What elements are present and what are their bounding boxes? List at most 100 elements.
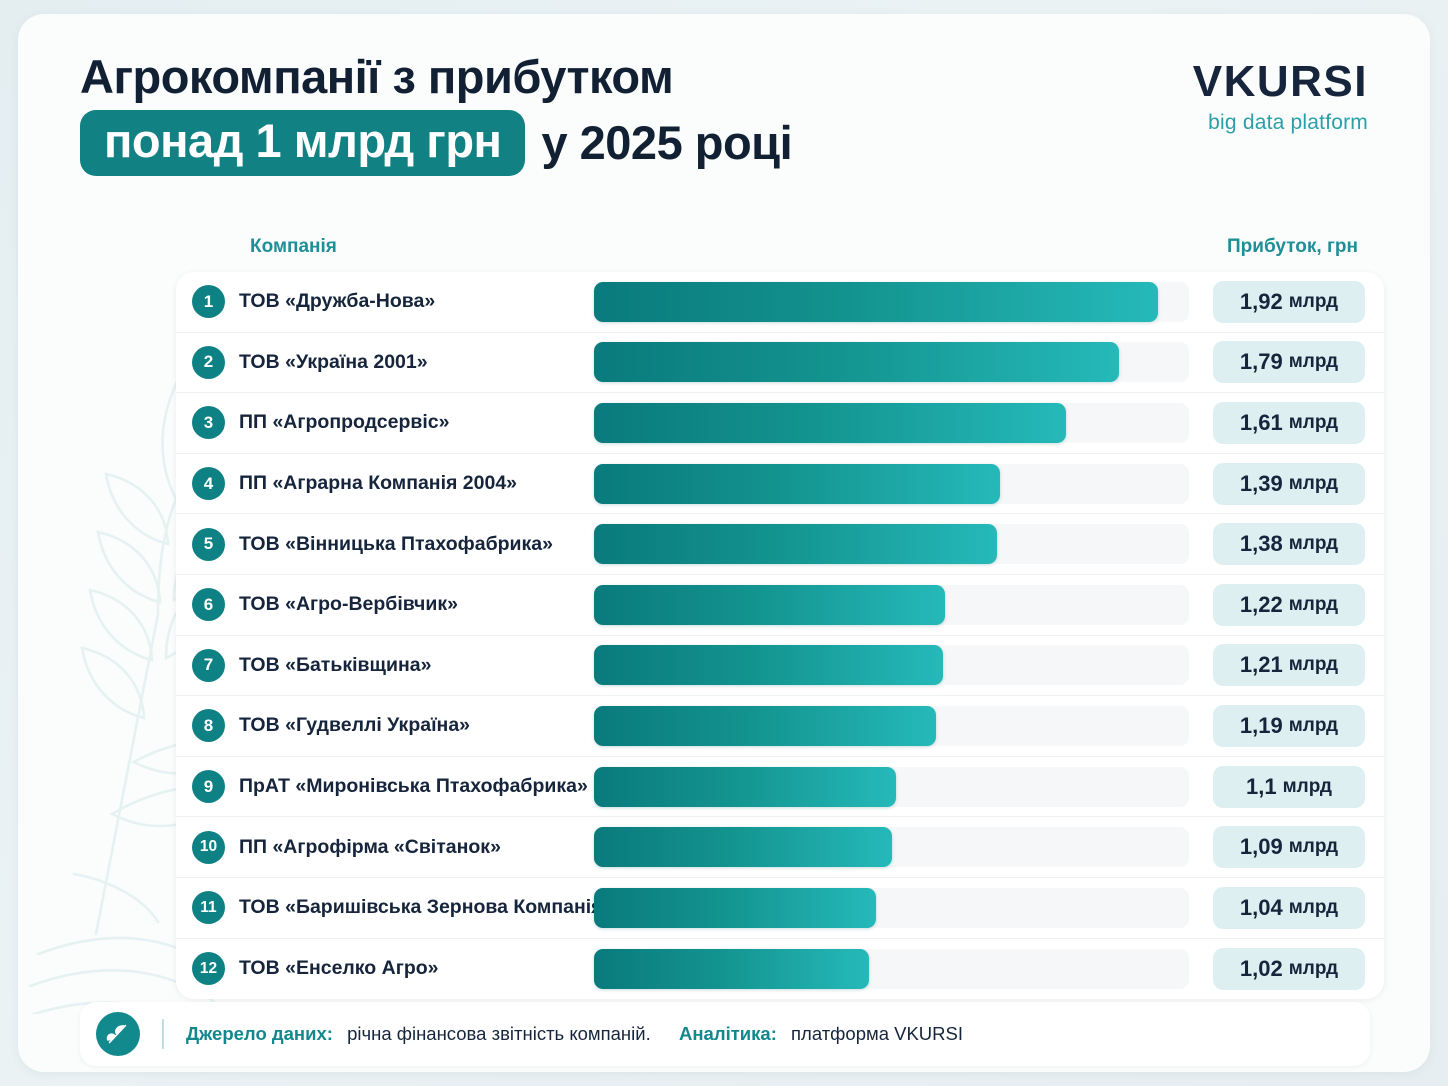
profit-unit: млрд <box>1288 472 1339 494</box>
bar-track <box>594 827 1189 868</box>
profit-value: 1,38 млрд <box>1213 523 1365 566</box>
rank-badge: 3 <box>192 406 225 440</box>
profit-value: 1,92 млрд <box>1213 280 1365 323</box>
leaf-icon <box>96 1012 140 1056</box>
company-name: ПП «Агрофірма «Світанок» <box>239 835 501 858</box>
company-name: ТОВ «Енселко Агро» <box>239 957 439 980</box>
profit-bar <box>594 705 936 746</box>
bar-track <box>594 524 1189 565</box>
table-row[interactable]: 5 ТОВ «Вінницька Птахофабрика» 1,38 млрд <box>176 514 1384 575</box>
table-row[interactable]: 11 ТОВ «Баришівська Зернова Компанія» 1,04… <box>176 878 1384 939</box>
header: Агрокомпанії з прибутком понад 1 млрд гр… <box>80 52 1380 202</box>
bar-track <box>594 281 1189 322</box>
profit-bar <box>594 463 1001 504</box>
company-name: ПрАТ «Миронівська Птахофабрика» <box>239 775 588 798</box>
footer-divider <box>162 1019 164 1049</box>
bar-track <box>594 887 1189 928</box>
rank-badge: 8 <box>192 709 225 743</box>
profit-bar <box>594 584 946 625</box>
profit-number: 1,92 <box>1239 288 1283 314</box>
profit-number: 1,61 <box>1239 409 1283 435</box>
table-row[interactable]: 1 ТОВ «Дружба-Нова» 1,92 млрд <box>176 272 1384 333</box>
profit-bar <box>594 281 1159 322</box>
company-name: ТОВ «Гудвеллі Україна» <box>239 714 471 737</box>
bar-track <box>594 584 1189 625</box>
profit-number: 1,02 <box>1239 955 1283 981</box>
company-name: ТОВ «Вінницька Птахофабрика» <box>239 532 553 555</box>
profit-value: 1,04 млрд <box>1213 886 1365 929</box>
footer-analytics-label: Аналітика: <box>679 1023 777 1044</box>
rank-badge: 2 <box>192 345 225 379</box>
profit-number: 1,1 <box>1246 773 1277 799</box>
table-row[interactable]: 12 ТОВ «Енселко Агро» 1,02 млрд <box>176 939 1384 1000</box>
page-title-tail: у 2025 році <box>541 116 793 170</box>
footer-source-label: Джерело даних: <box>186 1023 333 1044</box>
rank-badge: 4 <box>192 467 225 501</box>
profit-unit: млрд <box>1288 533 1339 555</box>
profit-bar <box>594 342 1119 383</box>
footer-analytics-value: платформа VKURSI <box>791 1023 964 1044</box>
title-highlight-pill: понад 1 млрд грн <box>80 110 526 176</box>
company-name: ТОВ «Батьківщина» <box>239 653 432 676</box>
footer-text: Джерело даних: річна фінансова звітність… <box>186 1023 963 1045</box>
table-row[interactable]: 7 ТОВ «Батьківщина» 1,21 млрд <box>176 636 1384 697</box>
table-row[interactable]: 9 ПрАТ «Миронівська Птахофабрика» 1,1 млрд <box>176 757 1384 818</box>
company-name: ТОВ «Дружба-Нова» <box>239 290 436 313</box>
profit-value: 1,09 млрд <box>1213 826 1365 869</box>
logo-wordmark: VKURSI <box>1192 57 1368 106</box>
profit-value: 1,1 млрд <box>1213 765 1365 808</box>
profit-bar <box>594 948 869 989</box>
profit-number: 1,21 <box>1239 652 1283 678</box>
table-row[interactable]: 6 ТОВ «Агро-Вербівчик» 1,22 млрд <box>176 575 1384 636</box>
profit-unit: млрд <box>1288 290 1339 312</box>
column-headers: Компанія Прибуток, грн <box>18 236 1430 266</box>
footer-source-value: річна фінансова звітність компаній. <box>347 1023 651 1044</box>
company-name: ПП «Агропродсервіс» <box>239 411 450 434</box>
profit-bar <box>594 524 998 565</box>
profit-value: 1,02 млрд <box>1213 947 1365 990</box>
profit-unit: млрд <box>1288 593 1339 615</box>
profit-value: 1,19 млрд <box>1213 704 1365 747</box>
rank-badge: 5 <box>192 527 225 561</box>
profit-bar <box>594 766 897 807</box>
profit-unit: млрд <box>1288 411 1339 433</box>
table-row[interactable]: 8 ТОВ «Гудвеллі Україна» 1,19 млрд <box>176 696 1384 757</box>
company-name: ТОВ «Баришівська Зернова Компанія» <box>239 896 594 919</box>
profit-bar <box>594 402 1066 443</box>
rank-badge: 12 <box>192 952 225 986</box>
bar-track <box>594 463 1189 504</box>
rank-badge: 10 <box>192 830 225 864</box>
rank-badge: 1 <box>192 285 225 319</box>
rank-badge: 7 <box>192 648 225 682</box>
profit-bar <box>594 827 893 868</box>
main-card: Агрокомпанії з прибутком понад 1 млрд гр… <box>18 14 1430 1072</box>
profit-value: 1,39 млрд <box>1213 462 1365 505</box>
footer: Джерело даних: річна фінансова звітність… <box>80 1002 1370 1066</box>
rank-badge: 6 <box>192 588 225 622</box>
profit-number: 1,79 <box>1239 349 1283 375</box>
rank-badge: 9 <box>192 770 225 804</box>
profit-unit: млрд <box>1288 654 1339 676</box>
ranking-table: 1 ТОВ «Дружба-Нова» 1,92 млрд 2 ТОВ «Україна … <box>176 272 1384 1000</box>
profit-value: 1,22 млрд <box>1213 583 1365 626</box>
bar-track <box>594 705 1189 746</box>
profit-value: 1,61 млрд <box>1213 401 1365 444</box>
bar-track <box>594 766 1189 807</box>
profit-number: 1,22 <box>1239 591 1283 617</box>
profit-number: 1,39 <box>1239 470 1283 496</box>
column-header-company: Компанія <box>250 236 337 257</box>
column-header-profit: Прибуток, грн <box>1227 236 1358 257</box>
table-row[interactable]: 10 ПП «Агрофірма «Світанок» 1,09 млрд <box>176 817 1384 878</box>
profit-number: 1,09 <box>1239 834 1283 860</box>
table-row[interactable]: 4 ПП «Аграрна Компанія 2004» 1,39 млрд <box>176 454 1384 515</box>
profit-number: 1,04 <box>1239 894 1283 920</box>
logo-tagline: big data platform <box>1208 111 1368 134</box>
profit-unit: млрд <box>1288 836 1339 858</box>
profit-number: 1,38 <box>1239 531 1283 557</box>
rank-badge: 11 <box>192 891 225 925</box>
company-name: ТОВ «Україна 2001» <box>239 350 428 373</box>
table-row[interactable]: 3 ПП «Агропродсервіс» 1,61 млрд <box>176 393 1384 454</box>
bar-track <box>594 402 1189 443</box>
table-row[interactable]: 2 ТОВ «Україна 2001» 1,79 млрд <box>176 333 1384 394</box>
